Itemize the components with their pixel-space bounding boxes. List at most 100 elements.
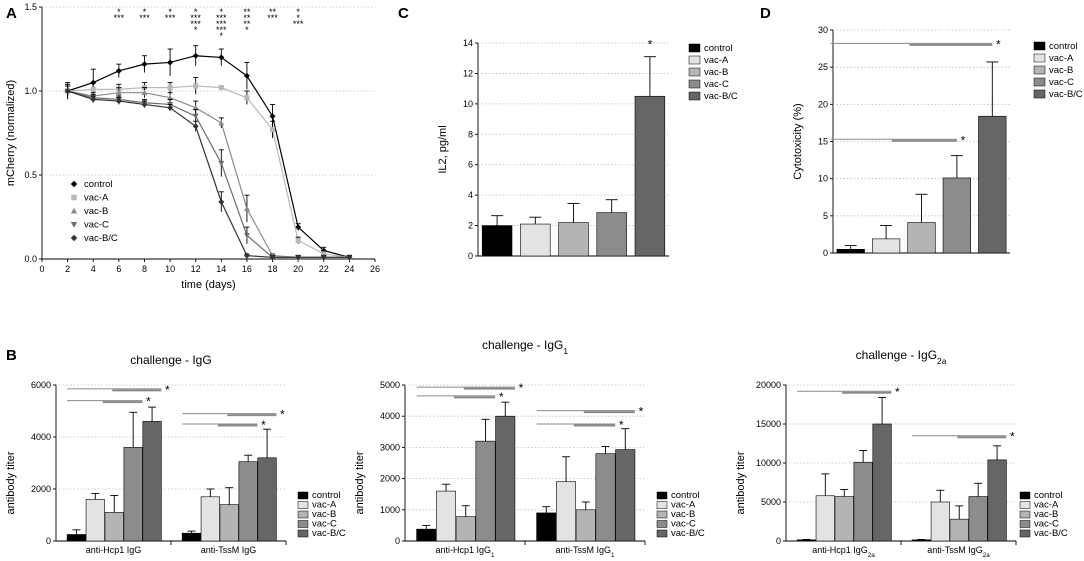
bar-control [66, 534, 86, 542]
y-tick-label: 2000 [31, 484, 51, 494]
significance-star: * [220, 31, 224, 41]
significance-star: * [1010, 430, 1015, 444]
data-point [64, 88, 71, 94]
bar-vac-B [455, 516, 476, 542]
significance-star: *** [267, 13, 278, 23]
significance-star: * [296, 7, 300, 17]
significance-star: ** [243, 13, 251, 23]
legend-item-b2: vac-B/C [671, 528, 705, 539]
y-tick-label: 25 [818, 62, 828, 72]
legend-item-d: vac-B/C [1049, 89, 1083, 100]
legend-marker [70, 234, 78, 242]
bar-vac-B [907, 222, 936, 254]
data-point [90, 86, 96, 92]
bar-vac-B [834, 496, 854, 542]
bar-vac-B/C [634, 95, 666, 257]
x-tick-label: 16 [242, 264, 252, 274]
legend-item-d: control [1049, 41, 1078, 52]
bar-vac-A [556, 481, 577, 542]
significance-star: ** [269, 7, 277, 17]
data-point [141, 89, 148, 96]
legend-item-b1: vac-A [312, 500, 337, 511]
group-label: anti-TssM IgG2a [927, 545, 990, 559]
legend-swatch [1019, 491, 1031, 500]
significance-star: * [280, 408, 285, 422]
y-tick-label: 4 [468, 190, 473, 200]
panel-label-a: A [6, 5, 17, 22]
bar-vac-C [595, 453, 616, 542]
bar-vac-B [575, 509, 596, 542]
legend-item-a: control [84, 179, 113, 190]
group-label: anti-Hcp1 IgG1 [435, 545, 495, 559]
chart-title: challenge - IgG1 [482, 338, 568, 356]
panel-label-d: D [760, 5, 771, 22]
y-tick-label: 12 [463, 68, 473, 78]
bar-vac-A [815, 495, 835, 542]
data-point [167, 59, 174, 66]
data-point [218, 119, 225, 126]
bar-vac-A [930, 501, 950, 542]
significance-star: * [168, 7, 172, 17]
significance-star: * [639, 405, 644, 419]
significance-star: * [146, 395, 151, 409]
bar-vac-B [949, 518, 969, 542]
x-tick-label: 24 [344, 264, 354, 274]
legend-swatch [1033, 53, 1046, 63]
y-axis-title: IL2, pg/ml [437, 125, 449, 173]
legend-marker [71, 194, 77, 201]
x-tick-label: 12 [191, 264, 201, 274]
data-point [115, 98, 122, 105]
bar-vac-B/C [495, 415, 516, 542]
x-tick-label: 4 [91, 264, 96, 274]
legend-item-c: vac-B [704, 67, 728, 78]
series-line-vac-B/C [67, 90, 350, 258]
significance-star: * [961, 133, 966, 147]
legend-item-d: vac-A [1049, 53, 1074, 64]
data-point [269, 113, 276, 120]
data-point [243, 72, 250, 79]
data-point [193, 83, 199, 89]
data-point [167, 104, 174, 111]
significance-star: * [296, 13, 300, 23]
bar-vac-B [104, 512, 124, 542]
legend-item-b2: control [671, 490, 700, 501]
y-tick-label: 0 [823, 248, 828, 258]
data-point [243, 233, 250, 239]
y-tick-label: 5000 [761, 497, 781, 507]
legend-item-b1: control [312, 490, 341, 501]
legend-swatch [688, 79, 701, 89]
legend-swatch [1019, 510, 1031, 519]
y-tick-label: 10 [818, 174, 828, 184]
y-tick-label: 6 [468, 160, 473, 170]
legend-item-b1: vac-B [312, 509, 336, 520]
x-tick-label: 26 [370, 264, 380, 274]
bar-vac-C [853, 461, 873, 542]
data-point [192, 113, 199, 120]
legend-item-b3: vac-A [1034, 500, 1059, 511]
y-tick-label: 2 [468, 221, 473, 231]
y-tick-label: 2000 [380, 474, 400, 484]
bar-control [481, 225, 513, 257]
legend-item-b1: vac-C [312, 519, 337, 530]
legend-item-a: vac-A [84, 193, 109, 204]
legend-item-b3: vac-C [1034, 519, 1059, 530]
y-tick-label: 15 [818, 137, 828, 147]
legend-item-d: vac-C [1049, 77, 1074, 88]
group-label: anti-TssM IgG1 [555, 545, 615, 559]
legend-swatch [297, 510, 309, 519]
bar-control [416, 528, 437, 542]
y-tick-label: 0.5 [24, 170, 37, 180]
significance-star: * [519, 381, 524, 395]
y-axis-title: Cytotoxicity (%) [792, 103, 804, 179]
significance-star: *** [216, 13, 227, 23]
legend-swatch [656, 501, 668, 509]
panel-label-c: C [398, 5, 409, 22]
y-tick-label: 10 [463, 99, 473, 109]
bar-vac-A [871, 238, 901, 254]
group-label: anti-Hcp1 IgG [86, 545, 142, 555]
legend-swatch [297, 501, 309, 509]
bar-control [836, 248, 865, 254]
significance-star: *** [114, 13, 125, 23]
group-label: anti-TssM IgG [201, 545, 257, 555]
